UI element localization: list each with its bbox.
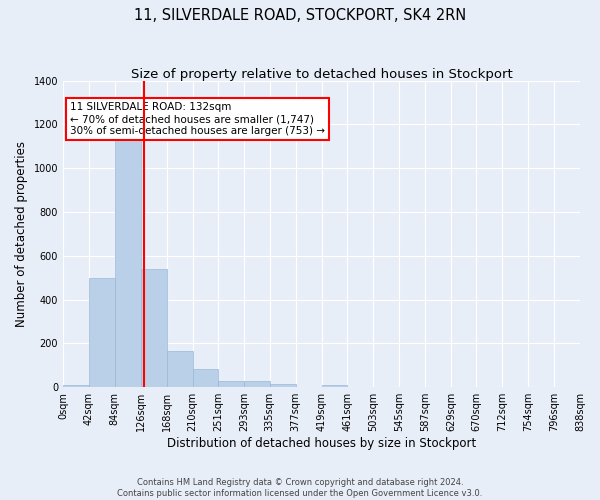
Text: 11 SILVERDALE ROAD: 132sqm
← 70% of detached houses are smaller (1,747)
30% of s: 11 SILVERDALE ROAD: 132sqm ← 70% of deta… [70, 102, 325, 136]
Bar [244, 381, 270, 387]
Bar [270, 384, 296, 387]
Text: Contains HM Land Registry data © Crown copyright and database right 2024.
Contai: Contains HM Land Registry data © Crown c… [118, 478, 482, 498]
Bar [63, 385, 89, 387]
Text: 11, SILVERDALE ROAD, STOCKPORT, SK4 2RN: 11, SILVERDALE ROAD, STOCKPORT, SK4 2RN [134, 8, 466, 22]
Bar [167, 351, 193, 387]
Bar [115, 124, 141, 387]
Bar [89, 278, 115, 387]
Title: Size of property relative to detached houses in Stockport: Size of property relative to detached ho… [131, 68, 512, 80]
Bar [141, 269, 167, 387]
Bar [322, 385, 347, 387]
X-axis label: Distribution of detached houses by size in Stockport: Distribution of detached houses by size … [167, 437, 476, 450]
Y-axis label: Number of detached properties: Number of detached properties [15, 141, 28, 327]
Bar [193, 368, 218, 387]
Bar [218, 380, 244, 387]
